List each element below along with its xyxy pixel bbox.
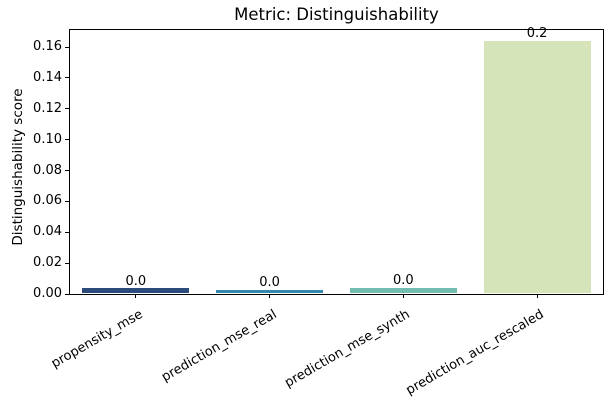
y-tick-mark [65,77,69,79]
bar-value-label: 0.0 [259,275,280,291]
bar-value-label: 0.0 [125,273,147,289]
x-tick-mark [269,294,271,298]
x-tick-mark [536,294,538,298]
y-tick-mark [65,231,69,233]
y-tick-mark [65,170,69,172]
y-tick-label: 0.02 [33,255,62,271]
y-tick-label: 0.08 [33,162,62,178]
y-tick-mark [65,200,69,202]
bar [349,287,457,293]
chart-title: Metric: Distinguishability [234,5,439,24]
y-tick-label: 0.14 [33,69,62,85]
x-tick-mark [135,294,137,298]
bar [82,288,190,293]
y-tick-mark [65,293,69,295]
y-tick-label: 0.12 [33,100,62,116]
y-tick-label: 0.16 [33,39,62,55]
y-tick-label: 0.10 [33,131,62,147]
y-tick-mark [65,262,69,264]
bar-value-label: 0.0 [393,273,414,289]
y-tick-label: 0.00 [33,286,62,301]
y-tick-mark [65,46,69,48]
x-tick-mark [402,294,404,298]
y-tick-mark [65,108,69,110]
y-tick-mark [65,139,69,141]
y-tick-label: 0.06 [33,193,62,209]
bar-value-label: 0.2 [526,26,548,42]
y-tick-label: 0.04 [33,224,62,240]
bar [483,40,591,293]
bar [216,289,324,293]
